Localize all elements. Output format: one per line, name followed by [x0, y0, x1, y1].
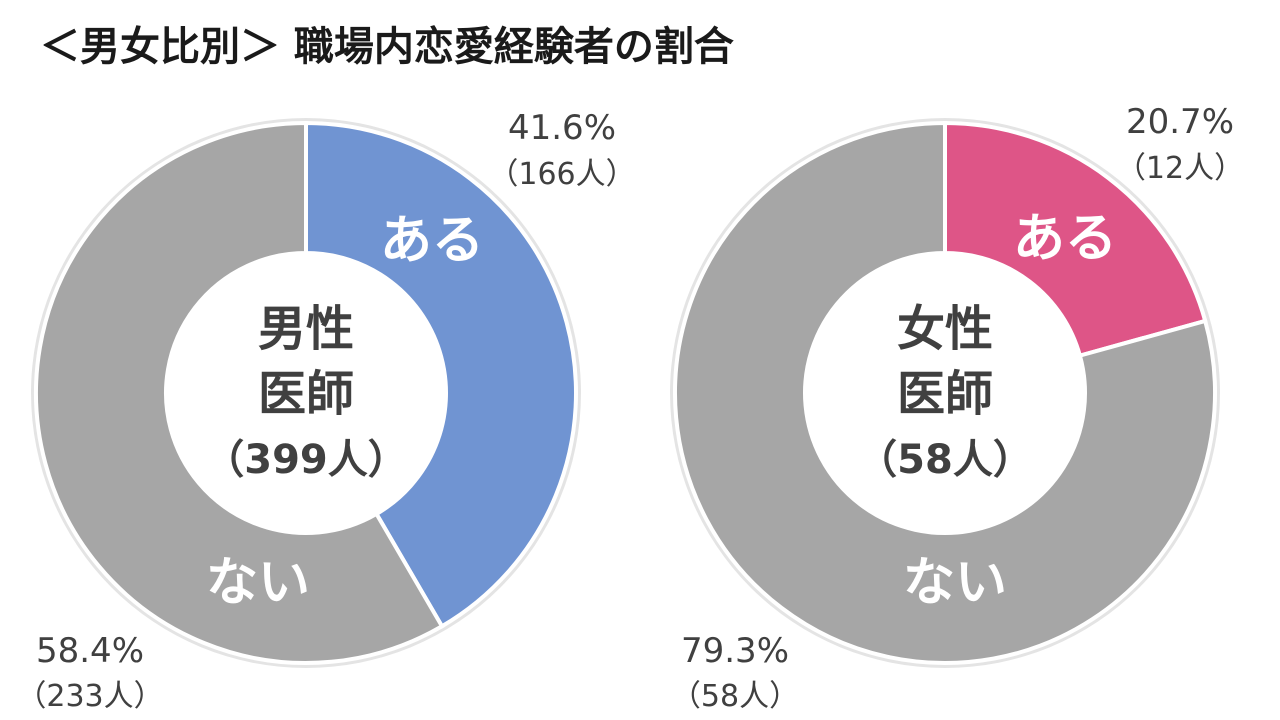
female-center-label-1: 女性 — [897, 301, 993, 357]
female-center-label-2: 医師 — [897, 366, 993, 422]
male-count-nai: （233人） — [16, 679, 163, 714]
male-donut-hole — [166, 253, 446, 533]
female-slice-label-nai: ない — [903, 553, 1007, 613]
male-donut: ある ない 男性 医師 （399人） 41.6% （166人） 58.4% （2… — [16, 108, 635, 714]
female-center-count: （58人） — [857, 437, 1033, 483]
male-slice-label-nai: ない — [206, 553, 310, 613]
male-center-count: （399人） — [204, 437, 408, 483]
chart-title: ＜男女比別＞ 職場内恋愛経験者の割合 — [40, 24, 734, 70]
female-donut: ある ない 女性 医師 （58人） 20.7% （12人） 79.3% （58人… — [670, 102, 1244, 714]
female-percent-aru: 20.7% — [1126, 102, 1234, 142]
male-center-label-1: 男性 — [258, 301, 354, 357]
male-center-label-2: 医師 — [258, 366, 354, 422]
male-percent-nai: 58.4% — [36, 631, 144, 671]
female-count-aru: （12人） — [1116, 151, 1244, 186]
female-donut-hole — [805, 253, 1085, 533]
male-percent-aru: 41.6% — [508, 108, 616, 148]
male-count-aru: （166人） — [488, 157, 635, 192]
male-slice-label-aru: ある — [380, 211, 484, 271]
female-percent-nai: 79.3% — [681, 631, 789, 671]
female-slice-label-aru: ある — [1013, 209, 1117, 269]
male-slice-nai — [34, 120, 445, 665]
female-count-nai: （58人） — [671, 679, 799, 714]
